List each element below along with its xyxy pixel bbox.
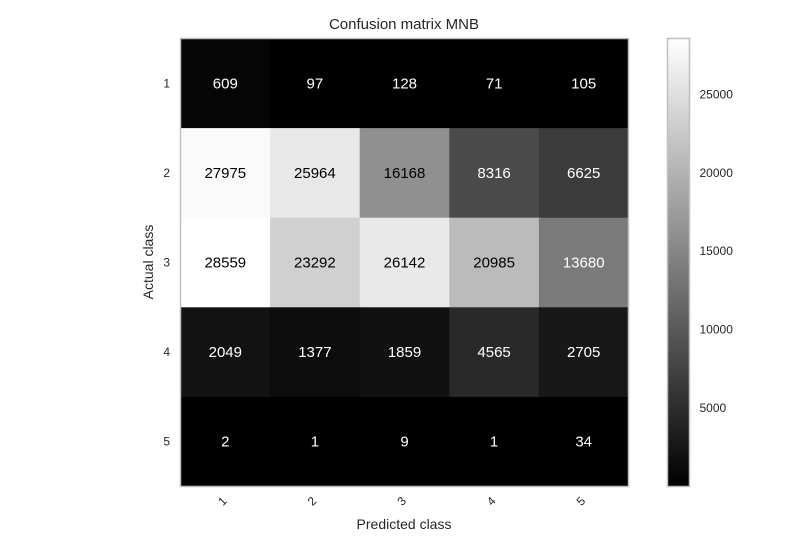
cell-value-label: 97 [307,75,324,92]
heatmap-cell [538,217,629,308]
heatmap-cell [449,307,540,398]
y-axis-ticks: 1 2 3 4 5 [163,76,170,448]
cell-value-label: 1377 [298,344,331,361]
heatmap-cell [449,396,540,487]
y-tick-label: 2 [163,166,170,180]
x-tick-label: 3 [394,494,409,509]
cell-value-label: 16168 [384,165,426,182]
x-axis-ticks: 1 2 3 4 5 [215,494,588,509]
heatmap-cell [449,38,540,129]
cell-value-label: 26142 [384,255,426,272]
heatmap-cell [180,396,271,487]
cell-value-label: 2705 [567,344,600,361]
heatmap-cell [270,217,361,308]
y-tick-label: 4 [163,345,170,359]
cell-value-label: 1 [311,434,319,451]
x-axis-label: Predicted class [357,516,452,532]
heatmap-cell [180,38,271,129]
heatmap-cell [270,396,361,487]
colorbar-tick-label: 5000 [700,401,727,415]
cell-value-label: 105 [571,75,596,92]
heatmap-cell [538,128,629,219]
heatmap-cells [180,38,629,487]
colorbar-tick-label: 15000 [700,244,734,258]
heatmap-cell [180,307,271,398]
x-tick-label: 5 [574,494,589,509]
x-tick-label: 4 [484,494,499,509]
heatmap-cell [270,38,361,129]
heatmap-cell [359,128,450,219]
cell-value-label: 1859 [388,344,421,361]
heatmap-cell [449,128,540,219]
colorbar-tick-label: 10000 [700,323,734,337]
chart-title: Confusion matrix MNB [329,16,479,33]
cell-value-label: 128 [392,75,417,92]
cell-value-label: 9 [400,434,408,451]
heatmap-cell-labels: 609 97 128 71 105 27975 25964 16168 8316 6625 2855… [204,75,604,450]
y-tick-label: 1 [163,76,170,90]
colorbar-tick-label: 25000 [700,87,734,101]
cell-value-label: 1 [490,434,498,451]
heatmap-cell [180,217,271,308]
heatmap-cell [180,128,271,219]
colorbar [666,37,691,488]
x-tick-label: 1 [215,494,230,509]
cell-value-label: 34 [575,434,592,451]
heatmap-cell [270,128,361,219]
x-tick-label: 2 [305,494,320,509]
heatmap-cell [449,217,540,308]
cell-value-label: 13680 [563,255,605,272]
cell-value-label: 8316 [477,165,510,182]
colorbar-tick-label: 20000 [700,166,734,180]
y-tick-label: 5 [163,435,170,449]
cell-value-label: 2 [221,434,229,451]
heatmap-cell [538,396,629,487]
cell-value-label: 2049 [209,344,242,361]
heatmap-cell [359,307,450,398]
cell-value-label: 71 [486,75,503,92]
cell-value-label: 609 [213,75,238,92]
cell-value-label: 6625 [567,165,600,182]
heatmap-cell [270,307,361,398]
colorbar-ticks: 5000 10000 15000 20000 25000 [700,87,734,415]
cell-value-label: 25964 [294,165,336,182]
cell-value-label: 20985 [473,255,515,272]
heatmap-cell [359,396,450,487]
cell-value-label: 27975 [204,165,246,182]
heatmap-cell [359,38,450,129]
heatmap-cell [538,307,629,398]
y-tick-label: 3 [163,256,170,270]
cell-value-label: 4565 [477,344,510,361]
cell-value-label: 23292 [294,255,336,272]
cell-value-label: 28559 [204,255,246,272]
y-axis-label: Actual class [140,225,156,300]
plot-frame [179,37,630,488]
heatmap-cell [359,217,450,308]
heatmap-cell [538,38,629,129]
